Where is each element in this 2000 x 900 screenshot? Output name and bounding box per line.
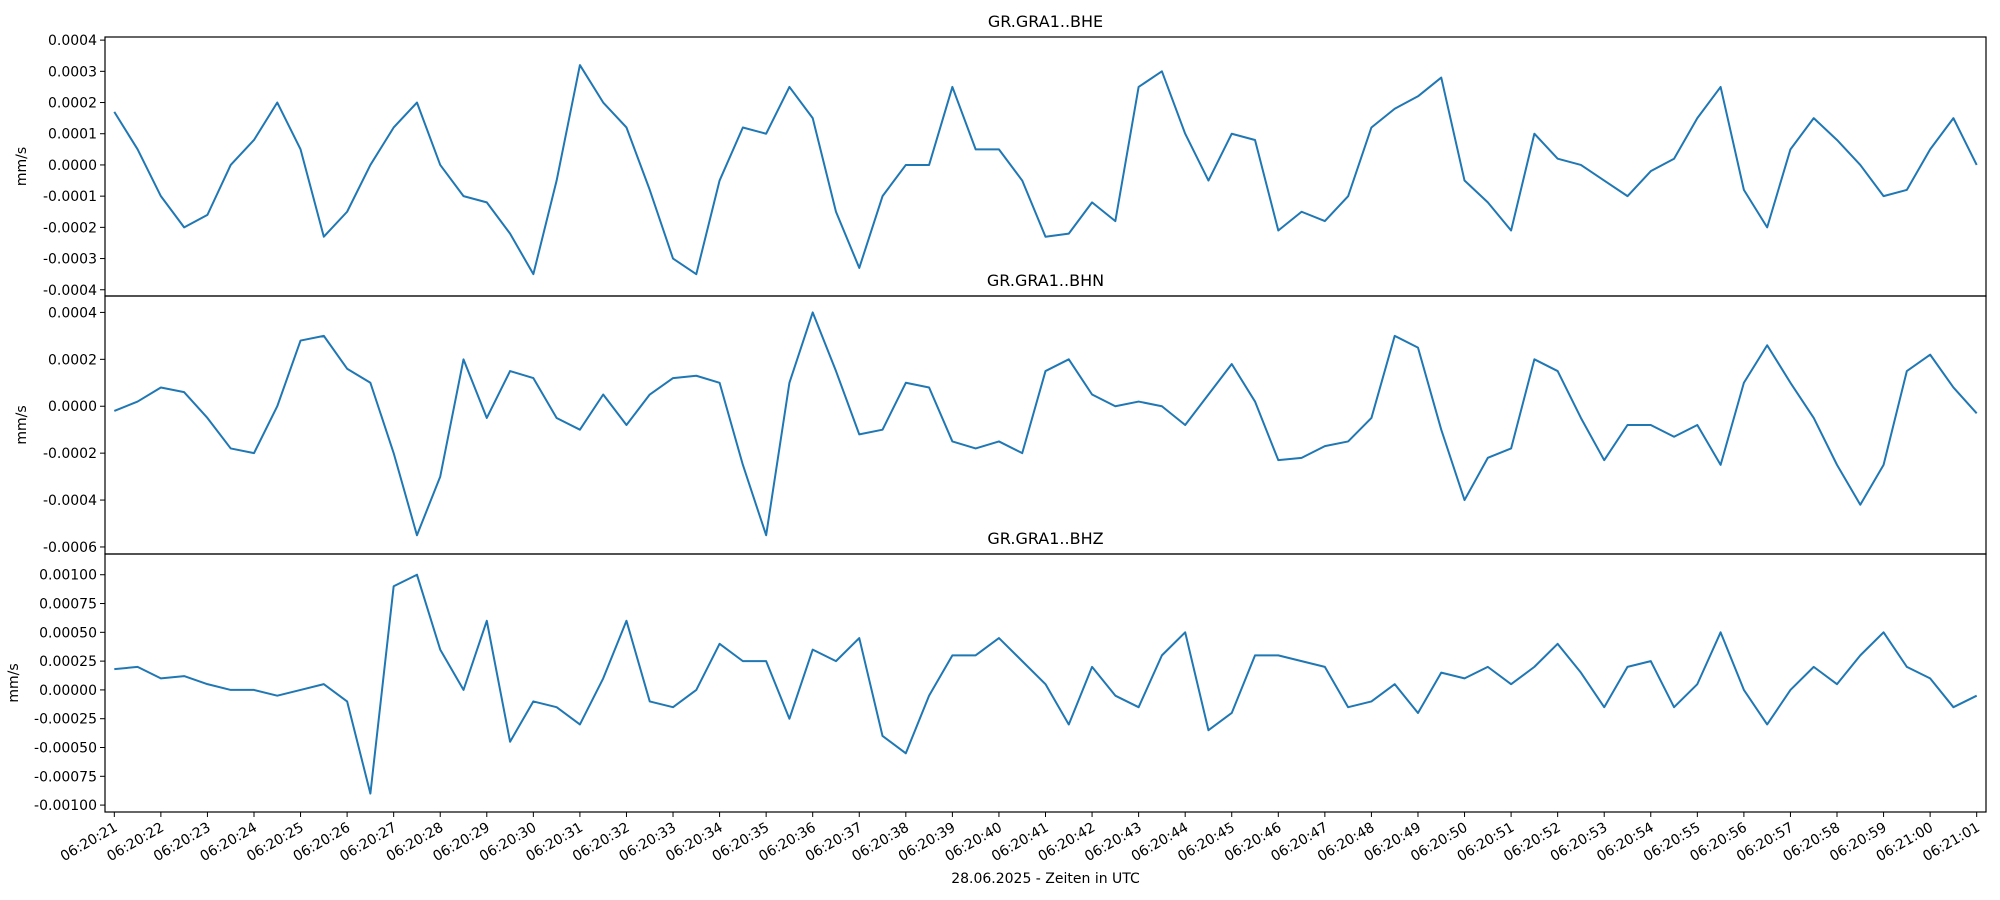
y-tick-label: -0.0002 [43, 446, 97, 462]
y-tick-label: -0.0003 [43, 252, 97, 268]
y-tick-label: 0.0000 [48, 399, 97, 415]
y-tick-label: 0.00100 [39, 568, 97, 584]
y-tick-label: -0.0004 [43, 283, 97, 299]
y-tick-label: -0.0006 [43, 540, 97, 556]
trace-line [113, 311, 1978, 537]
y-tick-label: -0.00050 [34, 741, 97, 757]
y-tick-label: 0.00075 [39, 597, 97, 613]
x-axis-label: 28.06.2025 - Zeiten in UTC [951, 871, 1140, 887]
y-tick-label: 0.0002 [48, 352, 97, 368]
y-tick-label: -0.0004 [43, 493, 97, 509]
plot-frame [104, 295, 1987, 555]
y-tick-label: 0.0001 [48, 127, 97, 143]
y-tick-label: -0.0002 [43, 220, 97, 236]
trace-line [114, 573, 1978, 795]
y-tick-label: 0.00025 [39, 654, 97, 670]
y-tick-label: 0.0002 [48, 96, 97, 112]
y-tick-label: 0.0003 [48, 64, 97, 80]
panel-title: GR.GRA1..BHZ [987, 529, 1103, 548]
y-tick-label: 0.0004 [48, 33, 97, 49]
y-tick-label: -0.00075 [34, 769, 97, 785]
panel-title: GR.GRA1..BHN [987, 271, 1104, 290]
y-tick-label: -0.0001 [43, 189, 97, 205]
y-tick-label: -0.00025 [34, 712, 97, 728]
y-tick-label: 0.0004 [48, 305, 97, 321]
y-axis-label: mm/s [14, 147, 30, 186]
y-tick-label: 0.00000 [39, 683, 97, 699]
y-tick-label: 0.0000 [48, 158, 97, 174]
y-axis-label: mm/s [6, 663, 22, 702]
panel-title: GR.GRA1..BHE [988, 12, 1103, 31]
trace-line [113, 64, 1978, 276]
plot-frame [104, 36, 1987, 297]
y-tick-label: 0.00050 [39, 625, 97, 641]
y-axis-label: mm/s [14, 405, 30, 444]
y-tick-label: -0.00100 [34, 798, 97, 814]
